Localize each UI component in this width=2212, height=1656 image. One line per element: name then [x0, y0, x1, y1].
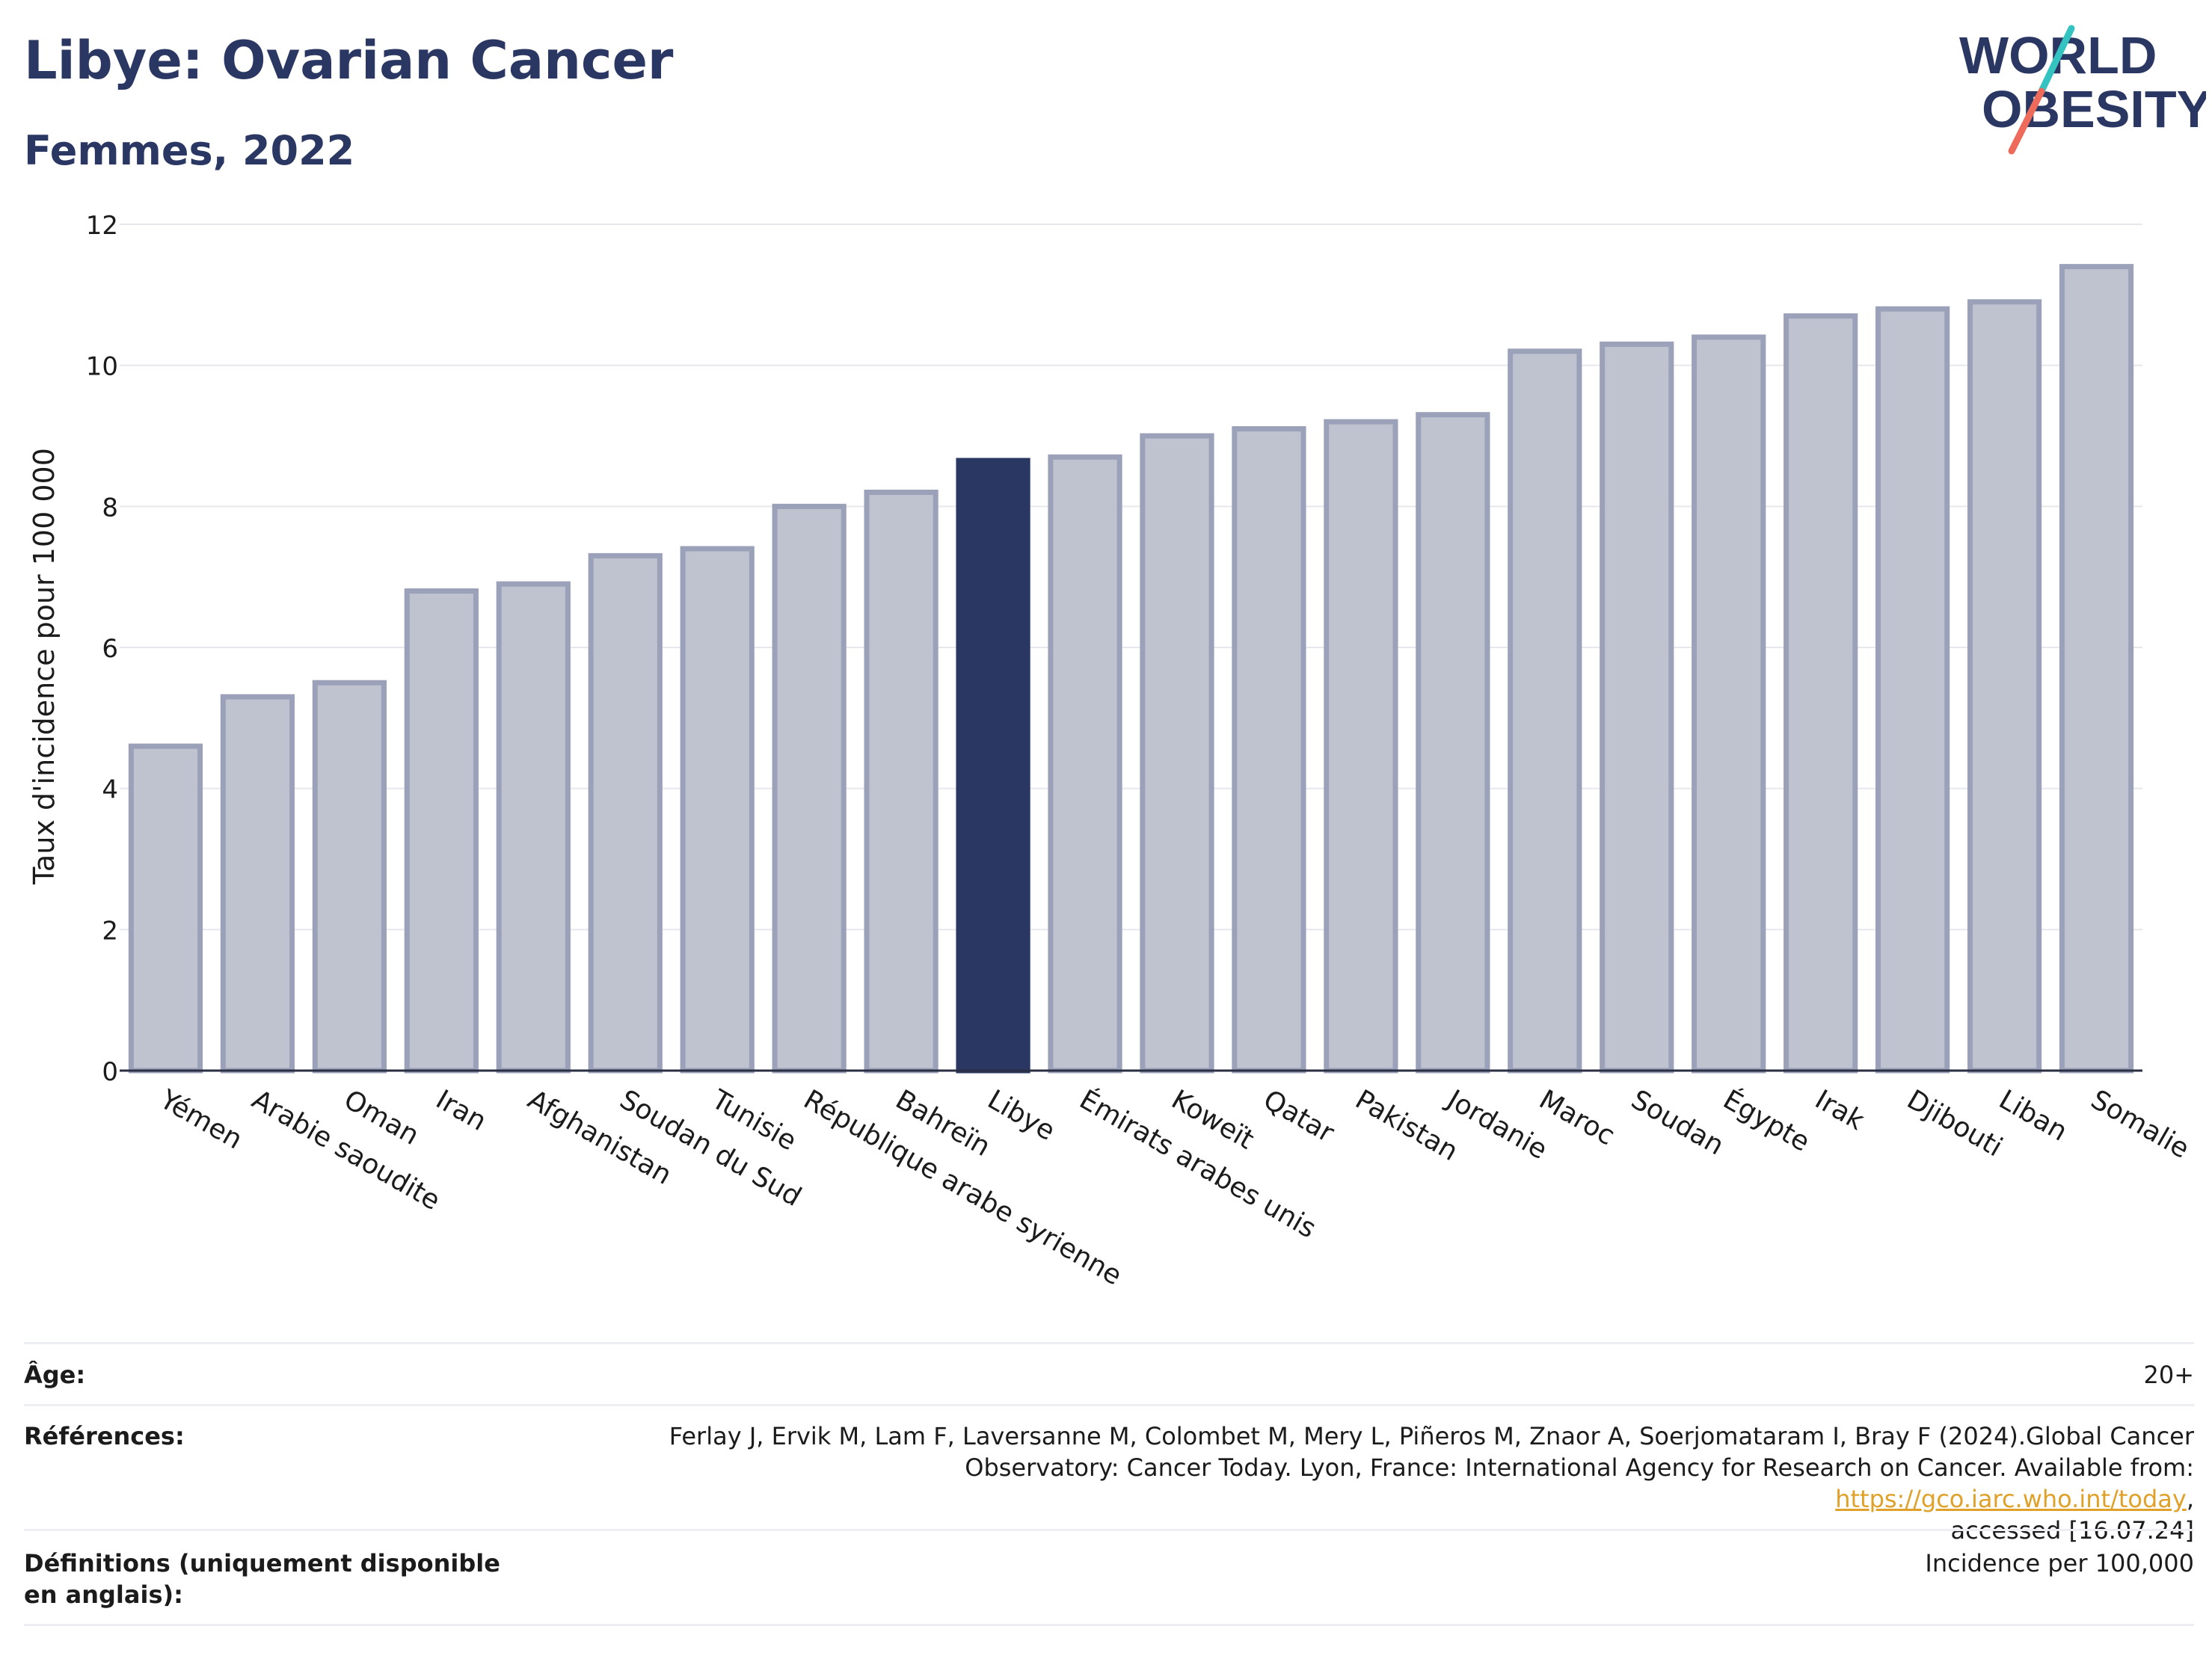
references-comma: ,	[2186, 1485, 2194, 1513]
bar-5	[588, 552, 663, 1074]
y-tick-label: 4	[102, 775, 118, 805]
bar-7	[772, 503, 847, 1074]
x-tick-label: Yémen	[154, 1084, 248, 1156]
bars	[128, 264, 2134, 1074]
bar-3	[404, 588, 479, 1074]
x-tick-label: Qatar	[1258, 1084, 1339, 1148]
bar-15	[1508, 348, 1582, 1074]
y-tick-label: 2	[102, 916, 118, 946]
bar-18	[1784, 313, 1858, 1074]
x-tick-label: Pakistan	[1350, 1084, 1463, 1167]
bar-4	[496, 581, 571, 1074]
bar-13	[1324, 419, 1398, 1074]
logo-slash-teal	[2038, 25, 2075, 95]
bar-12	[1232, 426, 1306, 1074]
bar-19	[1875, 306, 1950, 1074]
references-label: Références:	[24, 1422, 185, 1450]
y-tick-label: 0	[102, 1057, 118, 1087]
x-tick-label: Jordanie	[1441, 1083, 1552, 1166]
bar-9	[956, 458, 1030, 1074]
divider	[24, 1342, 2194, 1344]
references-line-2-text: Observatory: Cancer Today. Lyon, France:…	[965, 1453, 2194, 1482]
bar-17	[1692, 334, 1766, 1074]
logo-line-2: OBESITY	[1982, 80, 2206, 138]
x-tick-label: Soudan	[1626, 1084, 1729, 1161]
y-tick-labels: 0 2 4 6 8 10 12	[86, 211, 118, 1087]
y-tick-label: 6	[102, 634, 118, 664]
bar-14	[1416, 412, 1490, 1074]
y-tick-label: 12	[86, 211, 118, 241]
bar-2	[312, 680, 387, 1074]
references-line-1: Ferlay J, Ervik M, Lam F, Laversanne M, …	[669, 1422, 2194, 1450]
chart-title: Libye: Ovarian Cancer	[24, 30, 674, 91]
age-value: 20+	[2143, 1361, 2194, 1389]
definitions-label: Définitions (uniquement disponible en an…	[24, 1549, 500, 1609]
divider	[24, 1624, 2194, 1626]
chart-subtitle: Femmes, 2022	[24, 127, 355, 174]
divider	[24, 1529, 2194, 1531]
bar-10	[1048, 454, 1122, 1074]
logo-slash-coral	[2008, 87, 2045, 155]
x-tick-label: Iran	[431, 1084, 491, 1137]
divider	[24, 1404, 2194, 1406]
references-row: Références: Ferlay J, Ervik M, Lam F, La…	[24, 1420, 2194, 1545]
y-axis-label: Taux d'incidence pour 100 000	[28, 448, 61, 885]
age-label: Âge:	[24, 1361, 86, 1389]
bar-21	[2059, 264, 2134, 1074]
bar-20	[1967, 299, 2042, 1074]
references-text: Ferlay J, Ervik M, Lam F, Laversanne M, …	[624, 1420, 2194, 1546]
x-tick-label: Somalie	[2086, 1084, 2194, 1165]
x-tick-label: Djibouti	[1902, 1084, 2007, 1163]
references-link[interactable]: https://gco.iarc.who.int/today	[1835, 1485, 2187, 1513]
y-tick-label: 10	[86, 352, 118, 382]
bar-1	[220, 694, 295, 1074]
world-obesity-logo: WORLD OBESITY	[1959, 25, 2206, 155]
x-tick-label: Irak	[1810, 1084, 1870, 1136]
bar-16	[1600, 341, 1674, 1074]
y-tick-label: 8	[102, 493, 118, 523]
bar-11	[1140, 433, 1214, 1074]
bar-6	[680, 546, 755, 1074]
bar-8	[864, 489, 938, 1074]
definitions-value: Incidence per 100,000	[1925, 1549, 2194, 1577]
references-line-2: Observatory: Cancer Today. Lyon, France:…	[624, 1452, 2194, 1515]
x-tick-label: République arabe syrienne	[799, 1084, 1127, 1291]
age-row: Âge: 20+	[24, 1359, 2194, 1397]
definitions-row: Définitions (uniquement disponible en an…	[24, 1548, 2194, 1622]
x-tick-label: Égypte	[1718, 1083, 1815, 1157]
bar-0	[128, 743, 203, 1074]
